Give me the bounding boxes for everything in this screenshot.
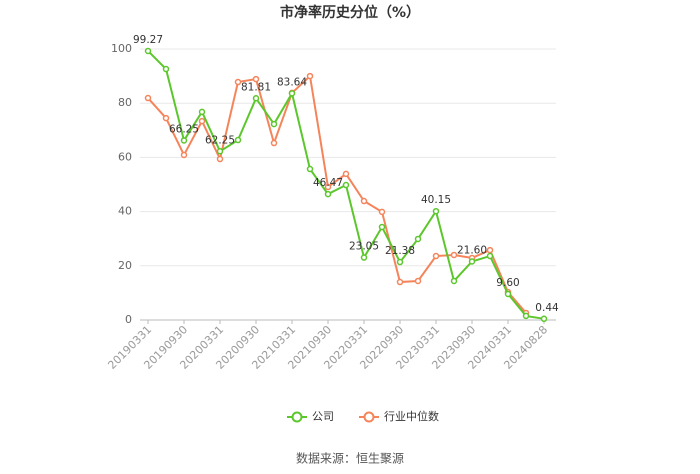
point [540,315,548,323]
point [486,246,494,254]
value-label: 21.60 [457,244,487,256]
point [414,235,422,243]
point [270,139,278,147]
value-label: 99.27 [133,34,163,46]
point [396,258,404,266]
point [144,94,152,102]
point [306,72,314,80]
point [450,251,458,259]
y-tick-label: 20 [118,259,132,272]
value-label: 46.47 [313,177,343,189]
source: 数据来源：恒生聚源 [296,451,404,466]
point [180,137,188,144]
legend: 公司 行业中位数 [287,409,439,423]
y-tick-label: 80 [118,96,132,109]
point [216,155,224,163]
value-label: 21.38 [385,245,415,257]
legend-label: 行业中位数 [384,409,439,423]
value-label: 23.05 [349,241,379,253]
legend-label: 公司 [312,410,334,423]
point [432,252,440,260]
y-tick-label: 0 [125,313,132,326]
point [342,181,350,189]
point [180,151,188,159]
y-tick-label: 100 [111,42,132,55]
series-line [147,74,527,314]
value-label: 62.25 [205,134,235,146]
y-tick-label: 40 [118,205,132,218]
point [432,207,440,215]
point [414,277,422,285]
point [324,190,332,198]
legend-marker [363,411,375,423]
point [396,278,404,286]
chart-title: 市净率历史分位（%） [280,4,420,21]
y-tick-label: 60 [118,150,132,163]
point [288,90,296,97]
point [252,75,260,83]
value-label: 66.25 [169,123,199,135]
point [216,148,224,155]
point [504,290,512,298]
point [486,252,494,260]
point [162,65,170,73]
point [360,254,368,261]
value-label: 0.44 [535,302,559,314]
legend-marker [291,411,303,423]
point [468,258,476,265]
point [234,136,242,144]
point [252,95,260,102]
point [234,78,242,86]
point [522,312,530,320]
value-label: 81.81 [241,81,271,93]
point [306,165,314,173]
point [342,170,350,178]
point [324,183,332,191]
point [198,117,206,125]
value-label: 40.15 [421,194,451,206]
point [198,108,206,116]
point [378,208,386,216]
point [144,47,152,55]
point [270,120,278,128]
point [378,223,386,231]
value-label: 83.64 [277,76,307,88]
point [450,277,458,285]
value-label: 9.60 [496,277,519,289]
point [360,197,368,205]
point [162,114,170,122]
